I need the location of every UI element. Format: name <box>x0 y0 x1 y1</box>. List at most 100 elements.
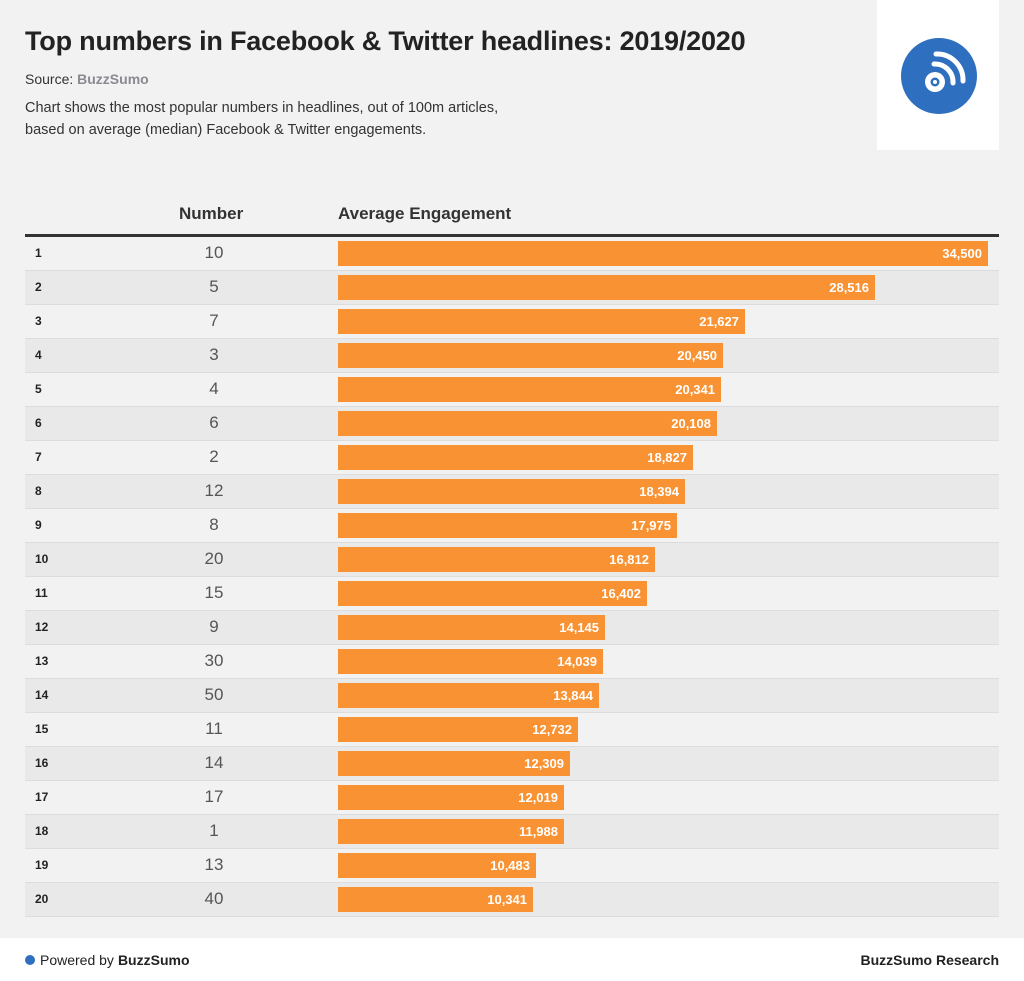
rank-label: 13 <box>35 654 49 668</box>
column-header-engagement: Average Engagement <box>338 204 512 223</box>
rank-label: 11 <box>35 586 48 600</box>
number-label: 2 <box>209 447 219 466</box>
rank-label: 1 <box>35 246 42 260</box>
rank-label: 5 <box>35 382 42 396</box>
bar-value-label: 16,812 <box>609 552 649 567</box>
engagement-bar: 14,039 <box>338 649 603 674</box>
brand-dot-icon <box>25 955 35 965</box>
table-row: 1 10 34,500 <box>25 237 999 271</box>
rank-label: 19 <box>35 858 49 872</box>
powered-brand: BuzzSumo <box>117 952 190 968</box>
footer: Powered by BuzzSumo BuzzSumo Research <box>0 938 1024 981</box>
rank-label: 7 <box>35 450 42 464</box>
table-row: 18 1 11,988 <box>25 815 999 849</box>
number-label: 9 <box>209 617 219 636</box>
column-header-number: Number <box>179 204 244 223</box>
table-row: 3 7 21,627 <box>25 305 999 339</box>
table-row: 13 30 14,039 <box>25 645 999 679</box>
bar-value-label: 12,309 <box>524 756 564 771</box>
logo-box <box>877 0 999 150</box>
engagement-bar: 17,975 <box>338 513 677 538</box>
table-row: 12 9 14,145 <box>25 611 999 645</box>
rank-label: 14 <box>35 688 49 702</box>
engagement-bar: 20,341 <box>338 377 721 402</box>
rank-label: 9 <box>35 518 42 532</box>
footer-credit: BuzzSumo Research <box>860 952 999 968</box>
number-label: 14 <box>204 753 224 772</box>
engagement-bar: 16,812 <box>338 547 655 572</box>
rss-feed-icon <box>901 38 977 114</box>
rank-label: 6 <box>35 416 42 430</box>
engagement-bar: 18,394 <box>338 479 685 504</box>
rank-label: 15 <box>35 722 49 736</box>
table-row: 19 13 10,483 <box>25 849 999 883</box>
powered-by: Powered by BuzzSumo <box>25 952 190 968</box>
bar-value-label: 18,827 <box>647 450 687 465</box>
bar-value-label: 11,988 <box>518 824 558 839</box>
chart-title: Top numbers in Facebook & Twitter headli… <box>25 26 746 56</box>
engagement-bar: 20,450 <box>338 343 723 368</box>
bar-value-label: 16,402 <box>601 586 641 601</box>
description-line-1: Chart shows the most popular numbers in … <box>25 100 499 116</box>
bar-value-label: 14,039 <box>557 654 597 669</box>
number-label: 20 <box>204 549 224 568</box>
rank-label: 17 <box>35 790 49 804</box>
number-label: 50 <box>204 685 224 704</box>
engagement-bar: 34,500 <box>338 241 988 266</box>
engagement-bar: 12,019 <box>338 785 564 810</box>
bar-value-label: 12,019 <box>518 790 558 805</box>
bar-value-label: 13,844 <box>553 688 593 703</box>
bar-value-label: 28,516 <box>829 280 869 295</box>
table-row: 4 3 20,450 <box>25 339 999 373</box>
engagement-bar: 18,827 <box>338 445 693 470</box>
source-line: Source: BuzzSumo <box>25 71 149 87</box>
engagement-bar: 21,627 <box>338 309 745 334</box>
number-label: 7 <box>209 311 219 330</box>
engagement-bar: 10,341 <box>338 887 533 912</box>
header-divider <box>25 234 999 237</box>
rank-label: 4 <box>35 348 42 362</box>
powered-prefix: Powered by <box>40 952 114 968</box>
engagement-bar: 12,732 <box>338 717 578 742</box>
table-row: 17 17 12,019 <box>25 781 999 815</box>
table-row: 10 20 16,812 <box>25 543 999 577</box>
number-label: 4 <box>209 379 219 398</box>
engagement-bar: 13,844 <box>338 683 599 708</box>
number-label: 3 <box>209 345 219 364</box>
rank-label: 20 <box>35 892 49 906</box>
rank-label: 2 <box>35 280 42 294</box>
number-label: 8 <box>209 515 219 534</box>
bar-value-label: 34,500 <box>942 246 982 261</box>
engagement-bar: 16,402 <box>338 581 647 606</box>
engagement-bar: 28,516 <box>338 275 875 300</box>
bar-value-label: 20,450 <box>677 348 717 363</box>
table-row: 9 8 17,975 <box>25 509 999 543</box>
table-header: Number Average Engagement <box>25 200 999 234</box>
number-label: 13 <box>204 855 224 874</box>
rank-label: 8 <box>35 484 42 498</box>
bar-value-label: 10,483 <box>490 858 530 873</box>
rank-label: 3 <box>35 314 42 328</box>
table-row: 14 50 13,844 <box>25 679 999 713</box>
description-line-2: based on average (median) Facebook & Twi… <box>25 122 427 138</box>
bar-value-label: 14,145 <box>559 620 599 635</box>
table-row: 11 15 16,402 <box>25 577 999 611</box>
table-row: 20 40 10,341 <box>25 883 999 917</box>
rank-label: 16 <box>35 756 49 770</box>
table-body: 1 10 34,500 2 5 28,516 3 7 21,627 4 3 20,450 5 4 20,34… <box>25 237 999 917</box>
table-row: 7 2 18,827 <box>25 441 999 475</box>
bar-value-label: 18,394 <box>639 484 679 499</box>
bar-value-label: 17,975 <box>631 518 671 533</box>
engagement-bar: 20,108 <box>338 411 717 436</box>
table-row: 15 11 12,732 <box>25 713 999 747</box>
number-label: 1 <box>209 821 219 840</box>
table-row: 8 12 18,394 <box>25 475 999 509</box>
engagement-bar: 10,483 <box>338 853 536 878</box>
number-label: 12 <box>204 481 224 500</box>
bar-value-label: 20,341 <box>675 382 715 397</box>
engagement-bar: 12,309 <box>338 751 570 776</box>
table-row: 2 5 28,516 <box>25 271 999 305</box>
bar-value-label: 21,627 <box>699 314 739 329</box>
bar-value-label: 10,341 <box>487 892 527 907</box>
bar-value-label: 20,108 <box>671 416 711 431</box>
